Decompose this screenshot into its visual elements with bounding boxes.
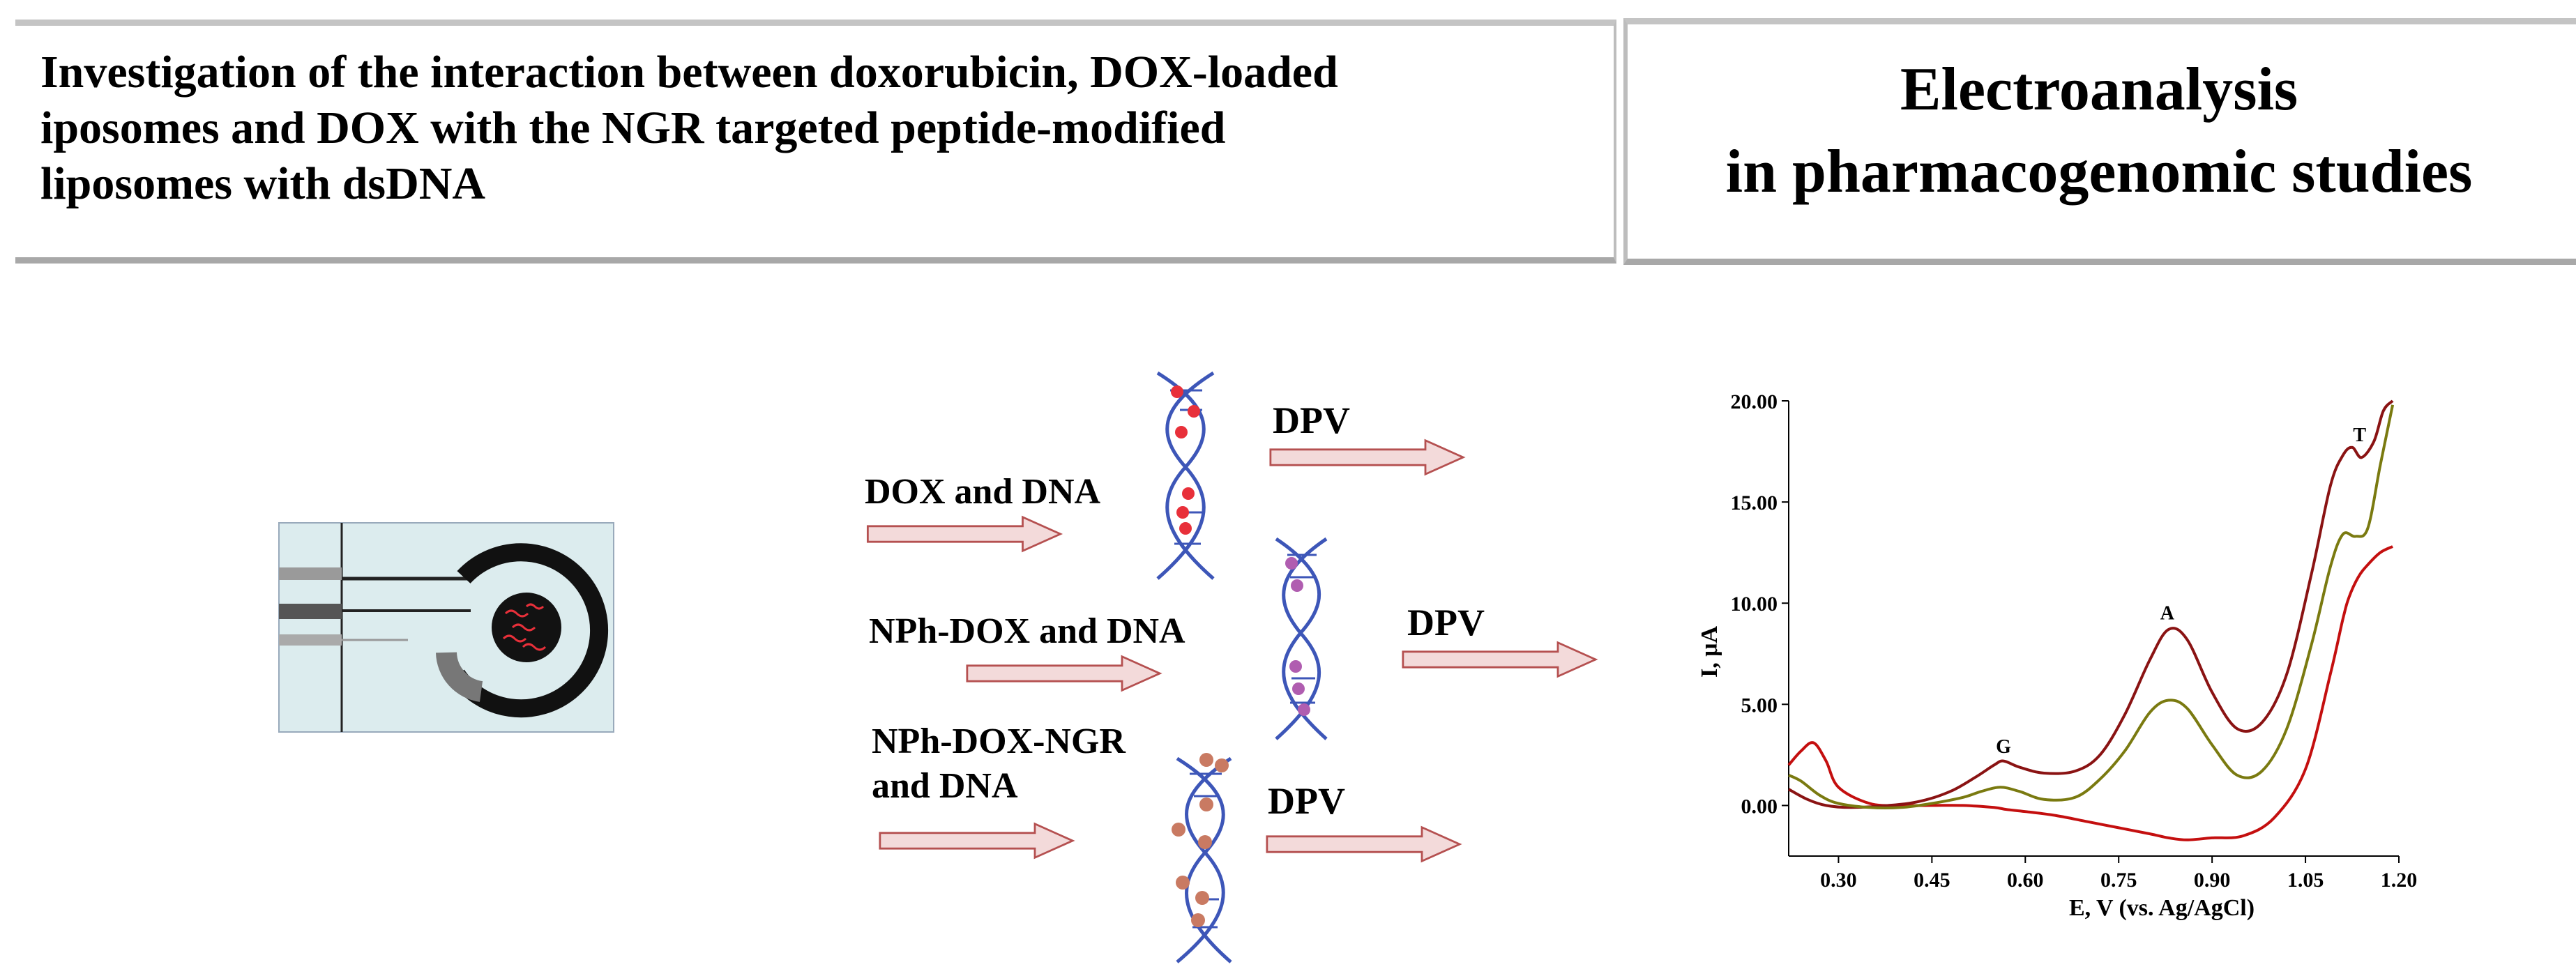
dna-strands-on-electrode xyxy=(502,603,547,651)
x-axis-label: E, V (vs. Ag/AgCl) xyxy=(2069,895,2255,921)
nph-dox-ngr-label-2: and DNA xyxy=(872,766,1018,806)
voltammogram-curve-3 xyxy=(1788,404,2395,810)
side-title: Electroanalysis in pharmacogenomic studi… xyxy=(1632,49,2566,213)
nph-dox-ngr-label: NPh-DOX-NGR xyxy=(872,722,1126,761)
y-axis-label: I, μA xyxy=(1697,626,1722,678)
peak-label-T: T xyxy=(2353,425,2366,446)
title-box xyxy=(15,20,1616,264)
reference-electrode xyxy=(436,651,483,702)
x-tick-label: 0.90 xyxy=(2194,869,2231,892)
y-tick-label: 0.00 xyxy=(1741,795,1778,818)
y-tick-label: 15.00 xyxy=(1731,491,1778,514)
main-title: Investigation of the interaction between… xyxy=(40,45,1589,212)
dna-helix-nph-dox-ngr xyxy=(1172,753,1232,963)
dpv-label: DPV xyxy=(1268,780,1345,822)
dpv-label: DPV xyxy=(1407,602,1485,643)
chart-curves xyxy=(1787,399,2395,841)
dpv-arrow xyxy=(1402,641,1597,678)
side-title-line: Electroanalysis xyxy=(1900,56,2298,123)
voltammogram-curve-2 xyxy=(1788,399,2394,809)
electrode-lead xyxy=(279,604,342,619)
main-title-line: Investigation of the interaction between… xyxy=(40,47,1338,98)
electrode-lead xyxy=(279,634,342,646)
x-axis-ticks: 0.30 0.45 0.60 0.75 0.90 1.05 1.20 xyxy=(1820,856,2417,892)
x-tick-label: 0.45 xyxy=(1914,869,1950,892)
dpv-chart: 0.00 5.00 10.00 15.00 20.00 0.30 0.45 0.60 0.75… xyxy=(1697,390,2417,921)
peak-label-A: A xyxy=(2160,602,2175,624)
electrode-lead xyxy=(279,567,342,580)
y-axis-ticks: 0.00 5.00 10.00 15.00 20.00 xyxy=(1731,390,1789,818)
dna-helix-nph-dox xyxy=(1275,537,1328,740)
dna-helix-dox xyxy=(1156,371,1215,580)
nph-dox-dna-label: NPh-DOX and DNA xyxy=(869,611,1185,651)
peak-label-G: G xyxy=(1996,736,2011,758)
plot-area xyxy=(1788,401,2399,857)
electrode-illustration xyxy=(278,522,614,733)
x-tick-label: 0.75 xyxy=(2100,869,2137,892)
main-title-line: liposomes with dsDNA xyxy=(40,158,486,209)
dpv-arrow xyxy=(1266,826,1461,862)
counter-electrode xyxy=(449,543,609,718)
y-tick-label: 5.00 xyxy=(1741,694,1778,717)
dpv-label: DPV xyxy=(1273,399,1350,441)
arrows-layer xyxy=(866,439,1597,862)
peak-annotations: G A T xyxy=(1996,425,2366,758)
main-title-line: iposomes and DOX with the NGR targeted p… xyxy=(40,102,1226,153)
dpv-arrow xyxy=(1269,439,1464,475)
x-tick-label: 0.60 xyxy=(2007,869,2044,892)
voltammogram-curve-1 xyxy=(1787,545,2393,841)
side-title-line: in pharmacogenomic studies xyxy=(1725,138,2473,206)
side-title-box xyxy=(1623,18,2576,265)
x-tick-label: 1.20 xyxy=(2381,869,2418,892)
input-arrow xyxy=(879,823,1074,859)
input-arrow xyxy=(866,516,1062,552)
x-tick-label: 0.30 xyxy=(1820,869,1857,892)
y-tick-label: 20.00 xyxy=(1731,390,1778,413)
dox-dna-label: DOX and DNA xyxy=(865,472,1101,512)
x-tick-label: 1.05 xyxy=(2287,869,2324,892)
input-arrow xyxy=(966,655,1161,692)
y-tick-label: 10.00 xyxy=(1731,593,1778,616)
